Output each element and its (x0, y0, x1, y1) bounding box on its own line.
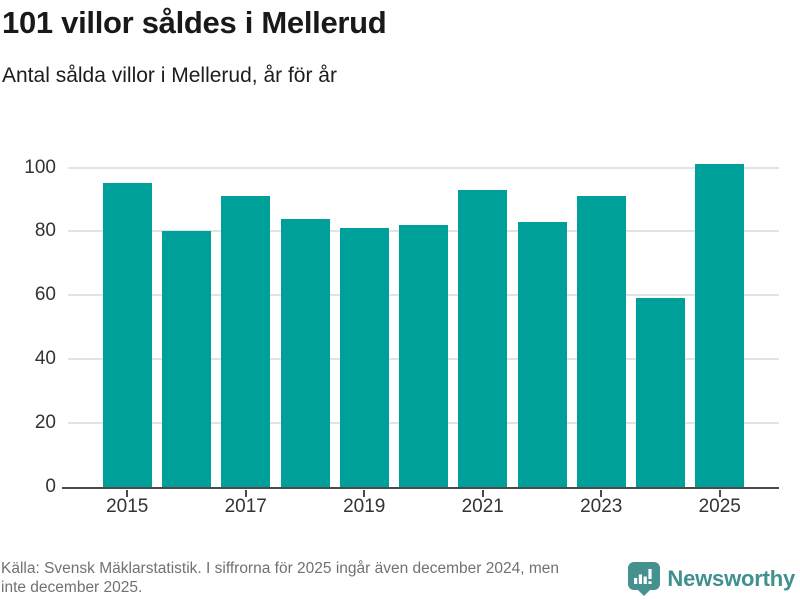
plot-area (62, 164, 779, 497)
y-axis-labels: 0 20 40 60 80 100 (0, 157, 56, 497)
bar-2018 (280, 218, 330, 487)
x-tick-label-2017: 2017 (224, 496, 267, 517)
y-tick-label-100: 100 (24, 156, 56, 178)
x-tick-mark-2019 (363, 489, 366, 497)
bar-2024 (636, 298, 685, 487)
x-tick-mark-2017 (244, 489, 247, 497)
x-axis-line (62, 486, 779, 489)
x-tick-label-2021: 2021 (461, 496, 504, 517)
x-tick-label-2015: 2015 (106, 496, 149, 517)
source-note: Källa: Svensk Mäklarstatistik. I siffror… (1, 560, 559, 597)
x-tick-mark-2021 (481, 489, 484, 497)
source-note-line1: Källa: Svensk Mäklarstatistik. I siffror… (1, 560, 559, 577)
x-tick-label-2023: 2023 (580, 496, 623, 517)
x-tick-mark-2015 (126, 489, 129, 497)
bar-2022 (517, 221, 567, 487)
x-tick-mark-2023 (600, 489, 603, 497)
y-tick-label-80: 80 (34, 220, 56, 242)
y-tick-label-0: 0 (45, 475, 56, 497)
x-axis-labels: 2015 2017 2019 2021 2023 2025 (68, 496, 779, 522)
bar-2016 (162, 231, 211, 487)
x-tick-label-2019: 2019 (343, 496, 386, 517)
gridline-100 (68, 166, 779, 169)
brand-name: Newsworthy (667, 566, 795, 591)
bar-2019 (339, 228, 389, 487)
x-tick-mark-2025 (718, 489, 721, 497)
x-tick-label-2025: 2025 (698, 496, 741, 517)
bar-2023 (576, 196, 626, 487)
y-tick-label-60: 60 (34, 284, 56, 306)
source-note-line2: inte december 2025. (1, 578, 143, 596)
y-tick-label-20: 20 (34, 411, 56, 433)
bar-2025 (695, 164, 745, 487)
page-title: 101 villor såldes i Mellerud (2, 5, 387, 40)
bar-2015 (102, 183, 152, 487)
page-subtitle: Antal sålda villor i Mellerud, år för år (2, 64, 337, 87)
bar-2021 (458, 189, 508, 487)
newsworthy-logo[interactable]: Newsworthy (628, 562, 795, 596)
newsworthy-chart-bubble-icon (628, 562, 661, 596)
bar-2020 (399, 224, 448, 487)
bar-2017 (221, 196, 271, 487)
y-tick-label-40: 40 (34, 347, 56, 369)
